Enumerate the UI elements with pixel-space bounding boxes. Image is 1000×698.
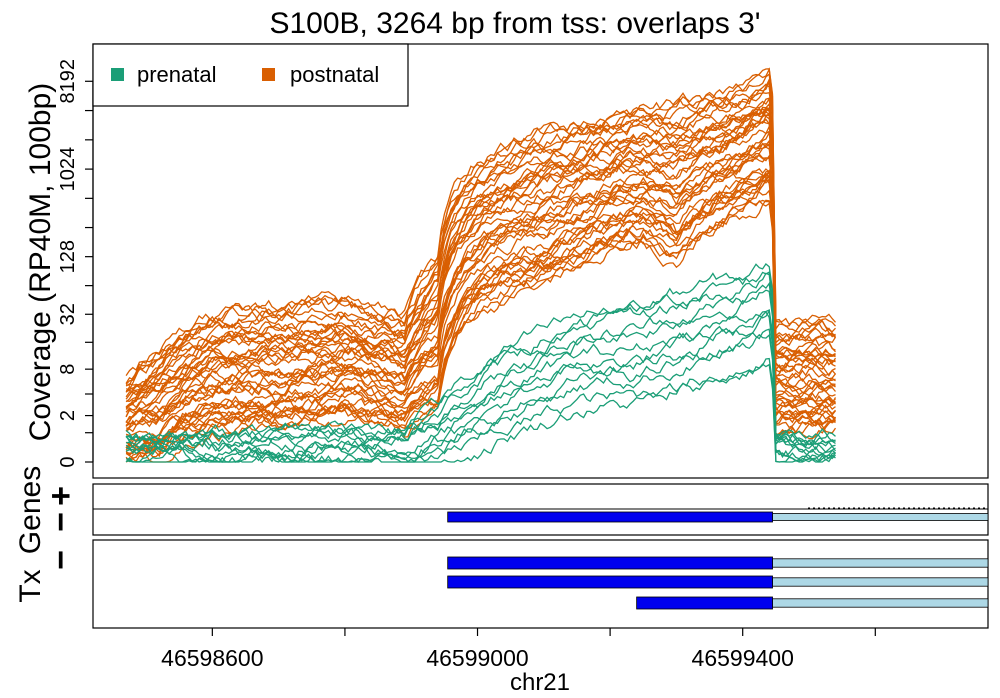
x-axis: 46598600 46599000 46599400: [161, 628, 876, 671]
series-line-postnatal: [126, 153, 836, 429]
series-line-postnatal: [125, 97, 836, 393]
minus-strand-label: −: [42, 512, 80, 532]
y-tick-label: 2: [57, 410, 79, 421]
series-line-prenatal: [125, 281, 836, 453]
plus-strand-label: +: [42, 486, 80, 506]
series-line-postnatal: [125, 67, 836, 384]
transcript-model-utr: [772, 598, 989, 608]
x-axis-label: chr21: [510, 669, 570, 696]
series-line-postnatal: [125, 106, 836, 409]
series-line-prenatal: [125, 263, 836, 448]
transcript-models: [447, 556, 989, 610]
series-line-postnatal: [125, 118, 837, 417]
y-tick-label: 8: [57, 364, 79, 375]
series-line-postnatal: [125, 68, 836, 385]
series-line-postnatal: [125, 139, 836, 427]
tx-track-label: Tx: [14, 569, 47, 602]
legend-box: [92, 43, 409, 107]
legend-label-prenatal: prenatal: [137, 62, 217, 87]
legend-swatch-postnatal: [262, 68, 275, 81]
series-line-postnatal: [125, 144, 836, 423]
series-line-prenatal: [125, 289, 836, 454]
series-line-postnatal: [125, 107, 837, 408]
genes-track-label: Genes: [14, 466, 47, 554]
tx-minus-strand-label: −: [42, 550, 80, 570]
series-line-postnatal: [125, 199, 836, 458]
series-line-postnatal: [125, 142, 836, 426]
legend-label-postnatal: postnatal: [290, 62, 379, 87]
coverage-panel: 0 2 8 32 128 1024 8192 Coverage (RP40M, 100bp): [24, 43, 989, 479]
gene-models: [447, 511, 989, 523]
series-lines: [125, 67, 837, 464]
transcript-model-utr: [772, 577, 989, 587]
series-line-postnatal: [125, 143, 836, 424]
x-tick-label: 46599000: [426, 645, 528, 671]
y-tick-label: 0: [57, 456, 79, 467]
series-line-prenatal: [125, 328, 836, 463]
chart-title: S100B, 3264 bp from tss: overlaps 3': [269, 7, 760, 40]
series-line-postnatal: [125, 173, 837, 451]
x-tick-label: 46599400: [692, 645, 794, 671]
transcript-model-cds: [447, 575, 773, 589]
transcripts-track: Tx −: [14, 539, 989, 629]
series-line-postnatal: [125, 111, 836, 408]
series-line-prenatal: [125, 271, 836, 448]
series-line-postnatal: [125, 172, 836, 453]
gene-model-utr: [772, 513, 989, 521]
transcript-model-cds: [636, 596, 773, 610]
genes-track: Genes + −: [14, 466, 989, 554]
legend: prenatal postnatal: [92, 43, 409, 107]
transcript-model-cds: [447, 556, 773, 570]
transcript-model-utr: [772, 558, 989, 568]
y-tick-label: 8192: [57, 59, 79, 104]
series-line-postnatal: [125, 173, 836, 455]
series-line-postnatal: [125, 110, 836, 413]
series-line-prenatal: [125, 357, 836, 464]
y-tick-label: 128: [57, 240, 79, 273]
series-line-prenatal: [125, 310, 836, 463]
series-line-postnatal: [125, 124, 836, 410]
y-tick-label: 1024: [57, 147, 79, 192]
series-line-postnatal: [125, 168, 836, 450]
x-tick-label: 46598600: [161, 645, 263, 671]
series-line-prenatal: [125, 333, 836, 463]
legend-swatch-prenatal: [111, 68, 124, 81]
y-axis: 0 2 8 32 128 1024 8192: [57, 59, 94, 468]
series-line-postnatal: [125, 72, 836, 376]
y-tick-label: 32: [57, 303, 79, 325]
gene-model-cds: [447, 511, 773, 523]
series-line-postnatal: [125, 169, 837, 438]
series-line-postnatal: [125, 130, 836, 427]
series-line-prenatal: [125, 272, 836, 452]
y-axis-label: Coverage (RP40M, 100bp): [24, 83, 57, 442]
